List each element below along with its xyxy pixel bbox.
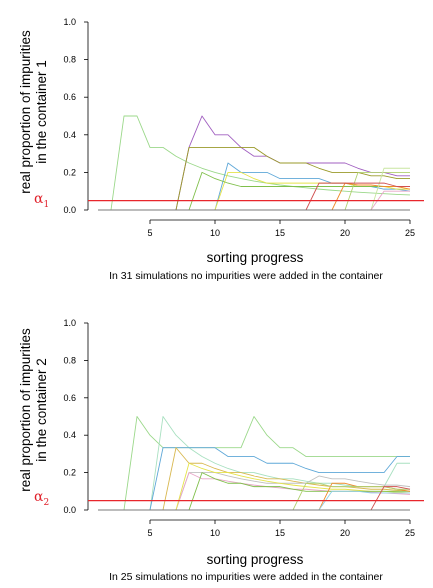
- x-axis-title: sorting progress: [207, 250, 304, 265]
- series-line-6: [98, 171, 410, 211]
- chart-caption: In 25 simulations no impurities were add…: [109, 571, 383, 583]
- series-line-2: [98, 416, 410, 511]
- y-tick-label: 1.0: [63, 17, 76, 27]
- series-line-7: [98, 182, 411, 211]
- x-tick-label: 5: [147, 528, 152, 538]
- y-tick-label: 0.8: [63, 55, 76, 65]
- alpha-symbol: α: [34, 489, 44, 505]
- y-tick-label: 0.2: [63, 468, 76, 478]
- y-axis-title-line2: in the container 1: [34, 60, 49, 164]
- y-tick-label: 0.8: [63, 355, 76, 365]
- series-line-2: [98, 115, 410, 211]
- x-tick-label: 20: [340, 528, 350, 538]
- y-tick-label: 1.0: [63, 318, 76, 328]
- x-tick-label: 15: [275, 528, 285, 538]
- y-axis-title-line1: real proportion of impurities: [18, 328, 33, 492]
- series-line-5: [98, 171, 410, 211]
- alpha-label: α1: [34, 191, 49, 210]
- series-line-10: [98, 182, 410, 211]
- y-tick-label: 0.2: [63, 167, 76, 177]
- series-line-9: [98, 482, 411, 511]
- y-tick-label: 0.4: [63, 430, 76, 440]
- alpha-subscript: 1: [43, 200, 49, 210]
- y-tick-label: 0.0: [63, 505, 76, 515]
- chart-panel-1: real proportion of impurities in the con…: [18, 17, 424, 282]
- y-tick-label: 0.4: [63, 130, 76, 140]
- x-tick-label: 10: [210, 528, 220, 538]
- alpha-label: α2: [34, 489, 49, 508]
- alpha-subscript: 2: [43, 498, 49, 508]
- series-line-1: [98, 115, 411, 211]
- x-tick-label: 25: [405, 228, 415, 238]
- series-line-10: [98, 482, 410, 511]
- x-tick-label: 10: [210, 228, 220, 238]
- series-line-1: [98, 416, 410, 511]
- series-line-8: [98, 171, 410, 211]
- series-line-8: [98, 472, 410, 511]
- y-axis-title-line2: in the container 2: [34, 358, 49, 462]
- chart-panel-2: real proportion of impurities in the con…: [18, 318, 424, 583]
- chart-caption: In 31 simulations no impurities were add…: [109, 270, 383, 282]
- x-axis-title: sorting progress: [207, 552, 304, 567]
- x-tick-label: 15: [275, 228, 285, 238]
- x-tick-label: 25: [405, 528, 415, 538]
- y-tick-label: 0.0: [63, 205, 76, 215]
- x-tick-label: 5: [147, 228, 152, 238]
- y-axis-title-line1: real proportion of impurities: [18, 30, 33, 194]
- y-tick-label: 0.6: [63, 92, 76, 102]
- series-line-9: [98, 167, 410, 211]
- series-line-12: [98, 486, 411, 511]
- y-tick-label: 0.6: [63, 393, 76, 403]
- x-tick-label: 20: [340, 228, 350, 238]
- alpha-symbol: α: [34, 191, 44, 207]
